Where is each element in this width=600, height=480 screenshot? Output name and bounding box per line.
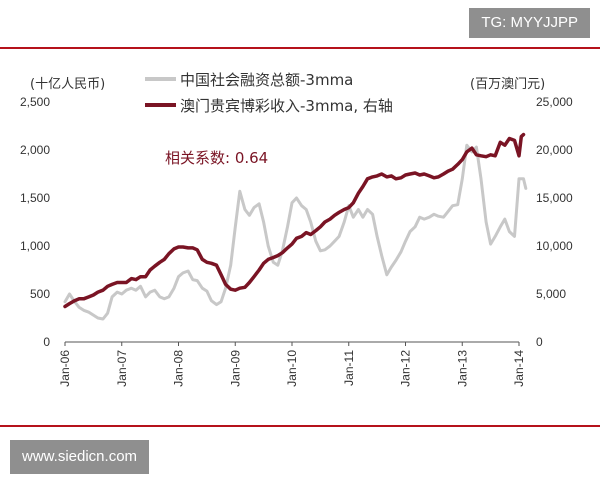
right-tick-label: 10,000 bbox=[536, 239, 573, 253]
left-tick-label: 0 bbox=[43, 335, 50, 349]
x-tick-label: Jan-11 bbox=[342, 350, 356, 386]
x-tick-label: Jan-06 bbox=[58, 350, 72, 387]
left-tick-label: 2,000 bbox=[20, 143, 50, 157]
left-tick-label: 1,000 bbox=[20, 239, 50, 253]
x-tick-label: Jan-13 bbox=[455, 350, 469, 387]
footer-rule bbox=[0, 425, 600, 427]
series-layer bbox=[63, 132, 528, 321]
x-tick-label: Jan-10 bbox=[285, 350, 299, 387]
series-line-gaming bbox=[63, 132, 526, 309]
series-line-financing bbox=[63, 143, 528, 321]
x-tick-label: Jan-08 bbox=[172, 350, 186, 387]
left-axis-unit: (十亿人民币) bbox=[30, 77, 105, 92]
right-tick-label: 25,000 bbox=[536, 95, 573, 109]
watermark-top: TG: MYYJJPP bbox=[469, 8, 590, 38]
chart: (十亿人民币) (百万澳门元) 中国社会融资总额-3mma 澳门贵宾博彩收入-3… bbox=[20, 71, 573, 387]
right-axis-unit: (百万澳门元) bbox=[470, 76, 545, 92]
right-tick-label: 5,000 bbox=[536, 287, 566, 301]
header-rule bbox=[0, 47, 600, 49]
legend-label-financing: 中国社会融资总额-3mma bbox=[180, 71, 353, 89]
left-tick-label: 500 bbox=[30, 287, 50, 301]
x-tick-label: Jan-09 bbox=[228, 350, 242, 387]
x-tick-label: Jan-12 bbox=[399, 350, 413, 387]
right-tick-label: 20,000 bbox=[536, 143, 573, 157]
left-tick-label: 1,500 bbox=[20, 191, 50, 205]
watermark-bottom: www.siedicn.com bbox=[10, 440, 150, 474]
right-tick-label: 0 bbox=[536, 335, 543, 349]
legend-label-gaming: 澳门贵宾博彩收入-3mma, 右轴 bbox=[180, 97, 393, 115]
correlation-annotation: 相关系数: 0.64 bbox=[165, 149, 268, 167]
x-tick-label: Jan-07 bbox=[115, 350, 129, 387]
left-tick-label: 2,500 bbox=[20, 95, 50, 109]
right-tick-label: 15,000 bbox=[536, 191, 573, 205]
x-tick-label: Jan-14 bbox=[512, 350, 526, 387]
axes: 0 500 1,000 1,500 2,000 2,500 0 5,000 10,000 15,0… bbox=[20, 95, 573, 387]
